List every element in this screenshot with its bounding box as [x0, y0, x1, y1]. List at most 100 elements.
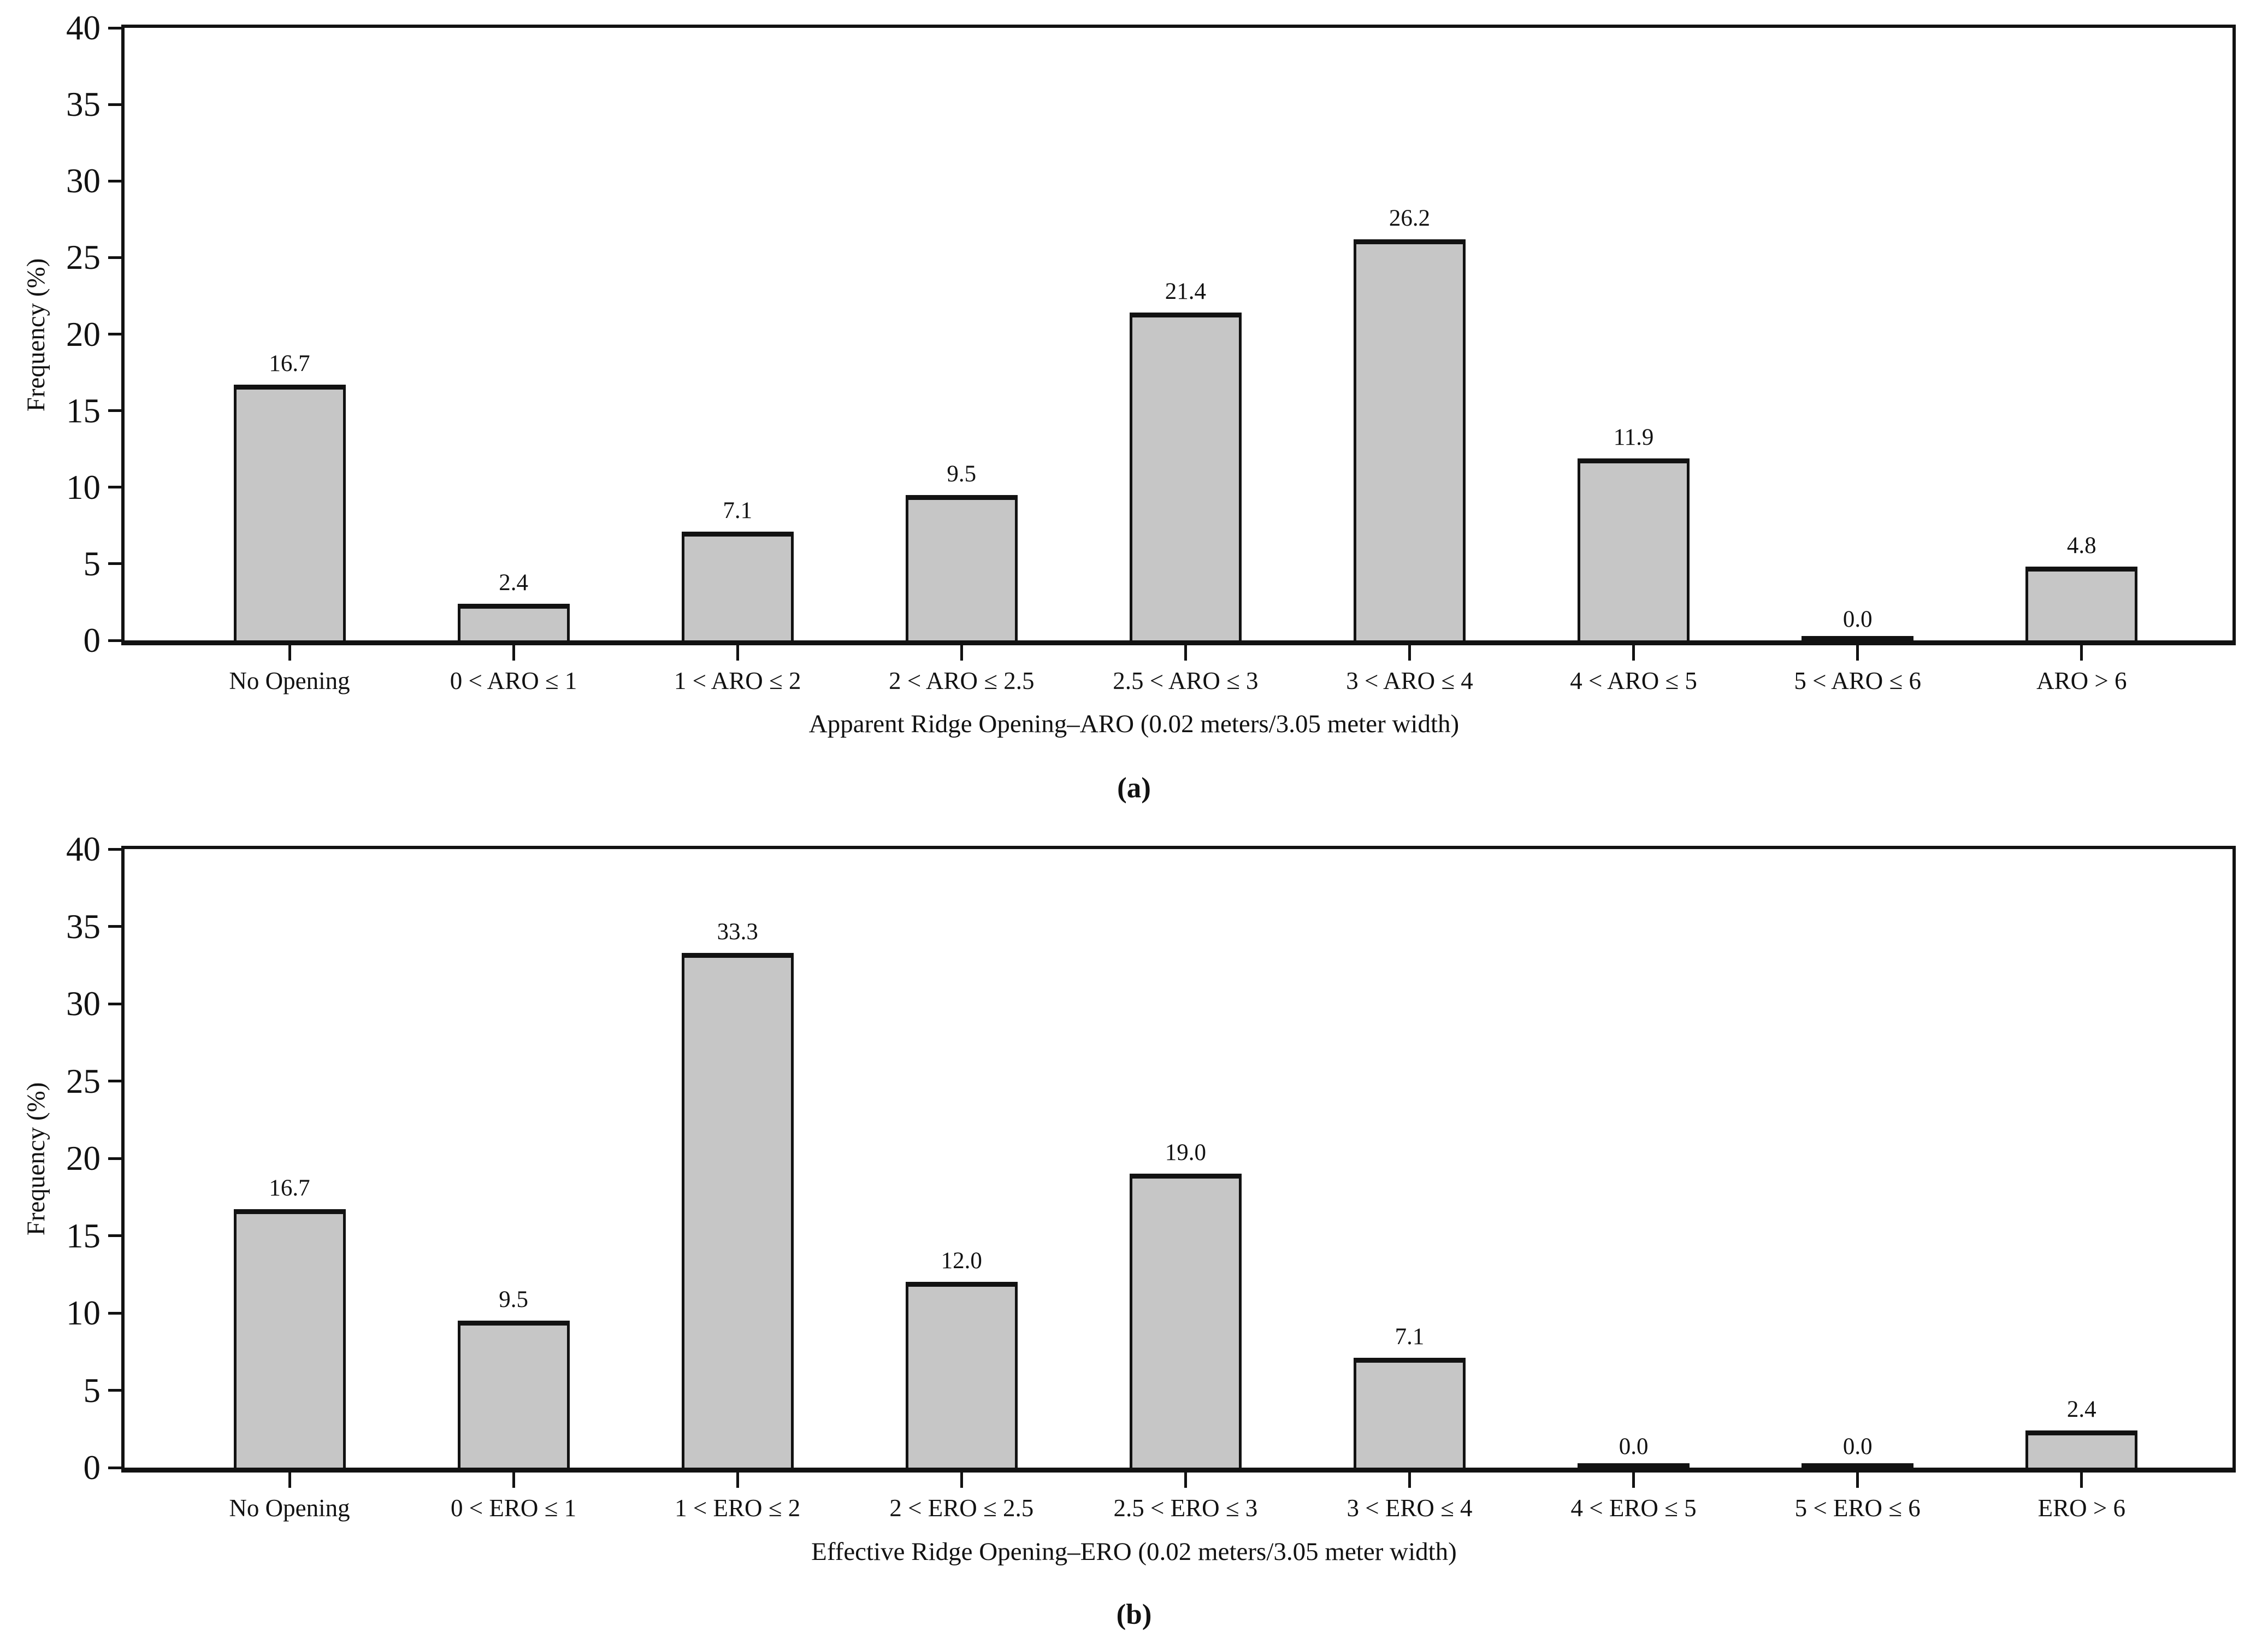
bar-value-label: 16.7 [269, 1175, 310, 1201]
bar [1578, 458, 1690, 640]
y-tick-label: 35 [66, 907, 101, 946]
bar [2025, 1430, 2137, 1468]
panel-label-b: (b) [1116, 1599, 1152, 1630]
category-label: 1 < ARO ≤ 2 [674, 667, 801, 694]
y-tick-label: 0 [83, 1448, 101, 1487]
x-axis-tick [1408, 1473, 1411, 1488]
category-label: 5 < ARO ≤ 6 [1794, 667, 1921, 694]
bar-value-label: 2.4 [2066, 1397, 2096, 1422]
y-axis-tick [108, 1389, 125, 1392]
y-tick-label: 5 [83, 544, 101, 583]
y-axis-tick [108, 1234, 125, 1237]
y-tick-label: 0 [83, 621, 101, 659]
bar-value-label: 7.1 [723, 498, 753, 523]
bar [1130, 1174, 1242, 1468]
bar [906, 495, 1018, 640]
x-axis-tick [1184, 645, 1187, 661]
x-axis-tick [1632, 645, 1635, 661]
bar-value-label: 19.0 [1165, 1140, 1207, 1165]
x-axis-tick [512, 645, 515, 661]
bar [458, 604, 570, 640]
bar [682, 532, 794, 640]
bar [1130, 313, 1242, 640]
y-tick-label: 15 [66, 391, 101, 430]
y-axis-tick [108, 256, 125, 259]
x-axis-tick [288, 645, 291, 661]
category-label: No Opening [229, 667, 350, 694]
y-axis-tick [108, 562, 125, 566]
y-axis-tick [108, 1157, 125, 1160]
y-tick-label: 10 [66, 468, 101, 507]
category-label: ARO > 6 [2036, 667, 2127, 694]
panel-label-a: (a) [1117, 772, 1151, 804]
bar [1354, 1358, 1466, 1468]
y-axis-tick [108, 1002, 125, 1005]
y-axis-tick [108, 1080, 125, 1082]
category-label: ERO > 6 [2037, 1494, 2125, 1522]
y-tick-label: 40 [66, 9, 101, 47]
plot-area-b: 0 5 10 15 20 25 30 35 40 16.7 No Opening 9.5 0 < ERO… [66, 830, 2236, 1522]
bar-value-label: 7.1 [1395, 1324, 1425, 1350]
y-tick-label: 25 [66, 1062, 101, 1100]
x-axis-tick [736, 1473, 739, 1488]
x-axis-tick [1632, 1473, 1635, 1488]
bar [682, 953, 794, 1468]
y-tick-label: 20 [66, 1139, 101, 1177]
category-label: 2 < ERO ≤ 2.5 [889, 1494, 1034, 1522]
y-tick-label: 20 [66, 315, 101, 354]
bar-value-label: 4.8 [2066, 533, 2096, 558]
x-axis-tick [1184, 1473, 1187, 1488]
category-label: 5 < ERO ≤ 6 [1794, 1494, 1921, 1522]
y-axis-tick [108, 409, 125, 413]
bar-value-label: 12.0 [941, 1248, 982, 1274]
x-axis-tick [288, 1473, 291, 1488]
bar-value-label: 26.2 [1389, 205, 1431, 231]
y-axis-tick [108, 1466, 125, 1469]
bar [2025, 567, 2137, 640]
y-axis-tick [108, 1311, 125, 1315]
bar-value-label: 0.0 [1619, 1434, 1649, 1459]
category-label: 4 < ARO ≤ 5 [1570, 667, 1697, 694]
bar-value-label: 9.5 [499, 1287, 528, 1312]
category-label: 2.5 < ARO ≤ 3 [1113, 667, 1259, 694]
category-label: 3 < ARO ≤ 4 [1346, 667, 1473, 694]
x-axis-tick [1856, 1473, 1859, 1488]
category-label: 2 < ARO ≤ 2.5 [889, 667, 1035, 694]
x-axis-title-b: Effective Ridge Opening–ERO (0.02 meters… [811, 1538, 1457, 1566]
y-axis-tick [108, 847, 125, 851]
bar [234, 1209, 346, 1468]
y-tick-label: 25 [66, 238, 101, 277]
bar-value-label: 0.0 [1842, 1434, 1873, 1459]
category-label: 2.5 < ERO ≤ 3 [1113, 1494, 1258, 1522]
category-label: 4 < ERO ≤ 5 [1570, 1494, 1697, 1522]
y-tick-label: 35 [66, 85, 101, 124]
y-axis-tick [108, 639, 125, 642]
y-tick-label: 40 [66, 830, 101, 868]
y-tick-label: 10 [66, 1294, 101, 1332]
bar-value-label: 9.5 [947, 461, 977, 487]
y-tick-label: 5 [83, 1371, 101, 1410]
y-axis-tick [108, 333, 125, 335]
x-axis-tick [1856, 645, 1859, 661]
bar-value-label: 21.4 [1165, 279, 1207, 304]
y-tick-label: 15 [66, 1216, 101, 1255]
y-axis-tick [108, 103, 125, 106]
bar [1578, 1463, 1690, 1468]
bar-value-label: 11.9 [1613, 425, 1654, 450]
x-axis-tick [1408, 645, 1411, 661]
bar [1802, 1463, 1913, 1468]
x-axis-tick [2080, 1473, 2083, 1488]
x-axis-tick [960, 645, 963, 661]
y-tick-label: 30 [66, 985, 101, 1023]
x-axis-tick [960, 1473, 963, 1488]
bar [906, 1282, 1018, 1468]
y-tick-label: 30 [66, 162, 101, 201]
bar-value-label: 33.3 [717, 919, 758, 945]
x-axis-title-a: Apparent Ridge Opening–ARO (0.02 meters/… [808, 710, 1460, 738]
bar [1354, 239, 1466, 640]
x-axis-tick [512, 1473, 515, 1488]
bar [458, 1321, 570, 1468]
category-label: 1 < ERO ≤ 2 [675, 1494, 801, 1522]
category-label: 0 < ARO ≤ 1 [450, 667, 577, 694]
bar [234, 385, 346, 640]
